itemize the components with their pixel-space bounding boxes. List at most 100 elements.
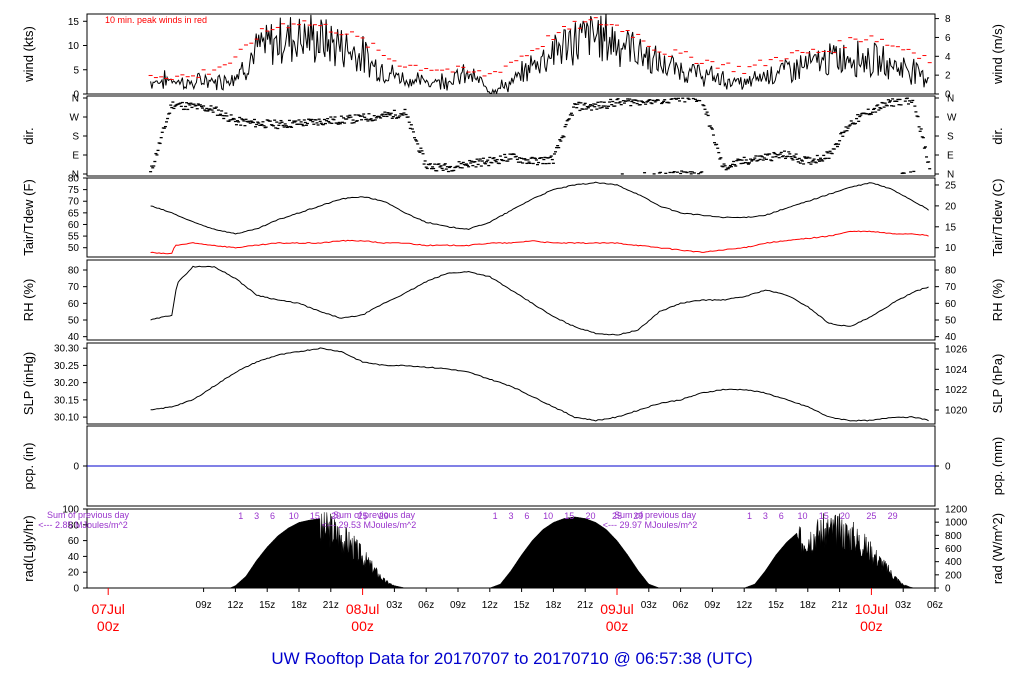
- y-tick-label: 5: [73, 65, 79, 76]
- series-line-slp: [150, 347, 929, 422]
- y-tick-label-right: 15: [945, 222, 957, 233]
- cloud-mark: 1: [747, 511, 752, 521]
- panel-wind: wind (kts) wind (m/s) 0 5 10 15 0 2 4 6 8 10 min. p…: [21, 13, 1005, 101]
- y-tick-label-right: 20: [945, 201, 957, 212]
- y-tick-label: W: [70, 113, 80, 124]
- y-tick-label: 70: [68, 197, 80, 208]
- cloud-mark: 25: [866, 511, 876, 521]
- x-tick-label: 09z: [196, 600, 212, 611]
- y-tick-label-right: N: [947, 170, 954, 181]
- y-axis-label-right: dir.: [990, 127, 1005, 144]
- cloud-mark: 20: [331, 511, 341, 521]
- chart-title: UW Rooftop Data for 20170707 to 20170710…: [271, 649, 753, 668]
- cloud-mark: 15: [819, 511, 829, 521]
- y-axis-label-right: Tair/Tdew (C): [990, 178, 1005, 256]
- x-tick-label: 21z: [323, 600, 339, 611]
- y-tick-label-right: W: [947, 113, 957, 124]
- y-tick-label: 70: [68, 282, 80, 293]
- y-tick-label-right: 1024: [945, 365, 968, 376]
- y-axis-label-right: pcp. (mm): [990, 437, 1005, 496]
- y-tick-label: 0: [73, 584, 79, 595]
- y-tick-label-right: 0: [945, 90, 951, 101]
- y-tick-label-right: 1020: [945, 406, 968, 417]
- cloud-mark: 29: [379, 511, 389, 521]
- y-tick-label: 80: [68, 520, 80, 531]
- y-tick-label: 40: [68, 332, 80, 343]
- y-tick-label: 80: [68, 174, 80, 185]
- day-zero-label: 00z: [97, 618, 120, 634]
- y-tick-label: 30.30: [54, 344, 79, 355]
- y-tick-label: 60: [68, 220, 80, 231]
- series-line-tdew: [150, 230, 929, 255]
- panel-solar: rad(Lgly/hr) rad (W/m^2)02040608010002004…: [21, 505, 1005, 595]
- y-tick-label: 30.15: [54, 395, 79, 406]
- plot-area: [149, 97, 932, 175]
- panel-humidity: RH (%) RH (%) 40 50 60 70 80 40 50 60 70 80: [21, 259, 1005, 343]
- panel-frame: [86, 177, 936, 258]
- cloud-mark: 10: [543, 511, 553, 521]
- solar-total-label: Sum of previous day: [333, 510, 416, 520]
- cloud-mark: 6: [524, 511, 529, 521]
- cloud-mark: 15: [564, 511, 574, 521]
- y-tick-label: E: [72, 151, 79, 162]
- cloud-mark: 25: [612, 511, 622, 521]
- plot-area: [150, 512, 930, 588]
- y-tick-label-right: 1200: [945, 505, 968, 516]
- cloud-mark: 15: [310, 511, 320, 521]
- y-axis-label: pcp. (in): [21, 443, 36, 490]
- y-axis-label: SLP (inHg): [21, 352, 36, 415]
- day-zero-label: 00z: [860, 618, 883, 634]
- y-tick-label: N: [72, 94, 79, 105]
- panel-frame: [86, 13, 936, 95]
- y-tick-label-right: 1026: [945, 344, 968, 355]
- y-tick-label-right: 1000: [945, 518, 968, 529]
- x-tick-label: 15z: [514, 600, 530, 611]
- series-line-tair: [150, 181, 929, 235]
- x-axis: 09z 12z 15z 18z 21z 03z 06z 09z 12z 15z 18z 21z 03z 0…: [91, 588, 943, 634]
- cloud-mark: 6: [270, 511, 275, 521]
- day-label: 07Jul: [91, 601, 124, 617]
- y-tick-label-right: 1022: [945, 385, 968, 396]
- y-tick-label-right: 600: [945, 544, 962, 555]
- y-tick-label: 100: [62, 505, 79, 516]
- y-axis-label: wind (kts): [21, 26, 36, 83]
- y-tick-label: 30.25: [54, 361, 79, 372]
- y-tick-label: S: [72, 132, 79, 143]
- panel-frame: [86, 259, 936, 341]
- panel-temperature: Tair/Tdew (F) Tair/Tdew (C) 50556065707580…: [21, 174, 1005, 258]
- plot-area: [150, 347, 929, 422]
- y-tick-label-right: 2: [945, 71, 951, 82]
- x-tick-label: 09z: [704, 600, 720, 611]
- solar-total-value: <--- 2.85 MJoules/m^2: [38, 520, 128, 530]
- y-tick-label: 50: [68, 243, 80, 254]
- series-line-wind: [150, 14, 930, 94]
- x-tick-label: 15z: [259, 600, 275, 611]
- cloud-mark: 10: [797, 511, 807, 521]
- x-tick-label: 06z: [418, 600, 434, 611]
- y-tick-label: 30.10: [54, 413, 79, 424]
- y-tick-label-right: E: [947, 151, 954, 162]
- day-label: 09Jul: [600, 601, 633, 617]
- series-line-rh: [150, 265, 929, 336]
- y-tick-label: 30.20: [54, 378, 79, 389]
- day-label: 10Jul: [855, 601, 888, 617]
- y-tick-label-right: 200: [945, 570, 962, 581]
- y-axis-label: RH (%): [21, 279, 36, 322]
- cloud-mark: 25: [358, 511, 368, 521]
- x-tick-label: 18z: [800, 600, 816, 611]
- y-tick-label-right: 50: [945, 316, 957, 327]
- x-tick-label: 12z: [736, 600, 752, 611]
- y-axis-label-right: SLP (hPa): [990, 354, 1005, 414]
- plot-area: [150, 265, 929, 336]
- x-tick-label: 12z: [227, 600, 243, 611]
- cloud-mark: 3: [254, 511, 259, 521]
- y-tick-label-right: 60: [945, 299, 957, 310]
- plot-area: [150, 181, 929, 255]
- y-tick-label-right: 8: [945, 14, 951, 25]
- y-tick-label: 0: [73, 462, 79, 473]
- cloud-mark: 1: [493, 511, 498, 521]
- x-tick-label: 03z: [386, 600, 402, 611]
- y-tick-label-right: 25: [945, 180, 957, 191]
- y-tick-label: 75: [68, 185, 80, 196]
- x-tick-label: 18z: [545, 600, 561, 611]
